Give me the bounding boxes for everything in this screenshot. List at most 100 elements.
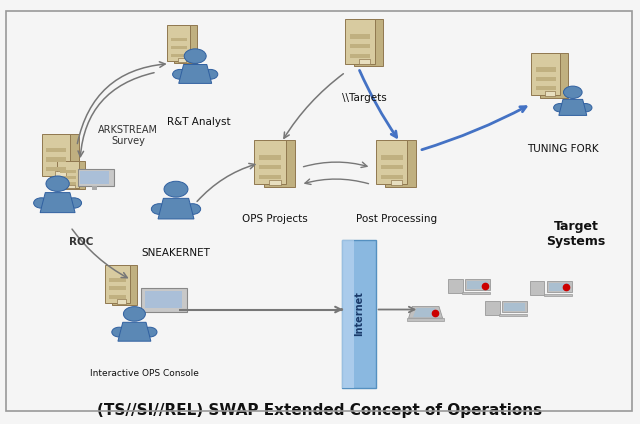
Bar (60, 182, 76, 185)
Bar (112, 265, 137, 305)
Bar (116, 299, 126, 304)
Bar (467, 281, 488, 289)
Bar (269, 179, 280, 185)
Bar (381, 165, 403, 169)
Text: TUNING FORK: TUNING FORK (527, 144, 599, 154)
Bar (381, 175, 403, 179)
Text: Target
Systems: Target Systems (547, 220, 605, 248)
Bar (259, 155, 281, 159)
Bar (349, 54, 371, 58)
Bar (46, 167, 66, 171)
Text: SNEAKERNET: SNEAKERNET (141, 248, 211, 258)
Bar (536, 67, 556, 72)
Bar (448, 279, 463, 293)
Bar (465, 279, 490, 290)
Bar (141, 288, 187, 312)
Text: Interactive OPS Console: Interactive OPS Console (90, 369, 198, 378)
Text: R&T Analyst: R&T Analyst (166, 117, 230, 127)
Bar (55, 171, 66, 176)
Bar (349, 44, 371, 48)
Polygon shape (40, 192, 75, 213)
Bar (63, 161, 85, 190)
Bar (77, 169, 114, 187)
Polygon shape (408, 307, 443, 318)
Circle shape (142, 327, 157, 337)
Text: (TS//SI//REL) SWAP Extended Concept of Operations: (TS//SI//REL) SWAP Extended Concept of O… (97, 403, 543, 418)
Polygon shape (179, 64, 212, 84)
Bar (345, 19, 374, 64)
Circle shape (151, 204, 168, 215)
Bar (359, 59, 370, 64)
Bar (349, 34, 371, 39)
Bar (46, 148, 66, 152)
Text: ROC: ROC (69, 237, 93, 247)
Bar (178, 58, 186, 62)
Polygon shape (118, 322, 151, 341)
Bar (408, 318, 444, 321)
Bar (342, 240, 376, 388)
Circle shape (579, 103, 592, 112)
Bar (544, 294, 572, 296)
Circle shape (164, 181, 188, 197)
Bar (485, 301, 500, 315)
Bar (462, 292, 490, 294)
Polygon shape (559, 99, 587, 115)
Text: Post Processing: Post Processing (356, 214, 437, 224)
Bar (109, 295, 126, 298)
Bar (504, 303, 525, 311)
Bar (502, 301, 527, 312)
Text: OPS Projects: OPS Projects (243, 214, 308, 224)
Bar (92, 186, 97, 190)
Bar (547, 281, 572, 293)
Bar (171, 46, 187, 49)
Circle shape (112, 327, 127, 337)
Circle shape (184, 49, 206, 64)
Bar (264, 140, 295, 187)
Bar (174, 25, 197, 63)
Bar (540, 53, 568, 98)
Bar (109, 286, 126, 290)
Bar (259, 175, 281, 179)
Circle shape (563, 86, 582, 98)
Circle shape (184, 204, 201, 215)
Polygon shape (413, 308, 438, 317)
Bar (57, 161, 79, 188)
Text: ARKSTREAM
Survey: ARKSTREAM Survey (98, 125, 158, 146)
Bar (376, 140, 407, 184)
Bar (390, 179, 402, 185)
Bar (354, 19, 383, 66)
Circle shape (554, 103, 566, 112)
Bar (109, 278, 126, 282)
Bar (530, 281, 545, 295)
Text: \\Targets: \\Targets (342, 93, 387, 103)
Bar (549, 283, 570, 291)
Bar (499, 314, 527, 316)
Circle shape (173, 70, 188, 79)
Bar (342, 240, 354, 388)
Bar (259, 165, 281, 169)
Bar (79, 171, 109, 184)
Bar (171, 53, 187, 57)
Text: Internet: Internet (354, 291, 364, 336)
Bar (60, 176, 76, 179)
Circle shape (34, 198, 49, 208)
Circle shape (124, 307, 145, 321)
Bar (46, 157, 66, 162)
Bar (60, 170, 76, 173)
Bar (536, 77, 556, 81)
Bar (50, 134, 79, 178)
Circle shape (203, 70, 218, 79)
Bar (545, 91, 556, 96)
Bar (42, 134, 70, 176)
Bar (531, 53, 560, 95)
Bar (171, 38, 187, 41)
Bar (145, 291, 182, 308)
Bar (105, 265, 130, 303)
Bar (536, 86, 556, 90)
Bar (254, 140, 285, 184)
Polygon shape (158, 198, 194, 219)
Bar (67, 185, 76, 188)
Bar (381, 155, 403, 159)
Circle shape (46, 176, 69, 191)
Circle shape (66, 198, 81, 208)
